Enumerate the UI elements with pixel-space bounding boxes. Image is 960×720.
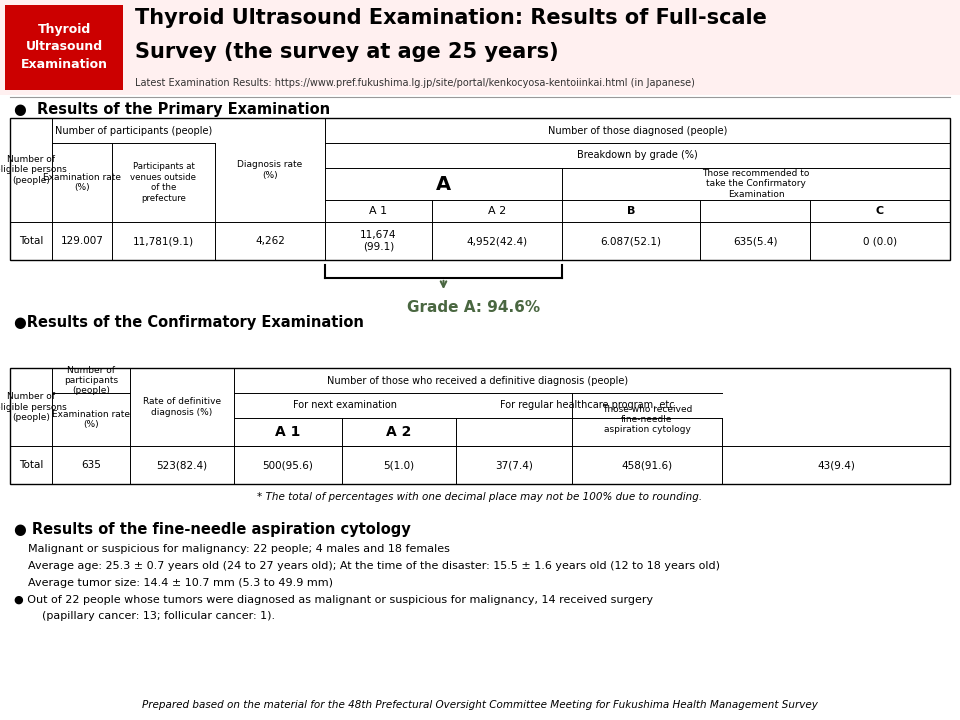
Bar: [10, 368, 950, 484]
Text: 129.007: 129.007: [60, 236, 104, 246]
Text: Average age: 25.3 ± 0.7 years old (24 to 27 years old); At the time of the disas: Average age: 25.3 ± 0.7 years old (24 to…: [28, 561, 720, 571]
Text: Number of those diagnosed (people): Number of those diagnosed (people): [548, 125, 727, 135]
Text: Diagnosis rate
(%): Diagnosis rate (%): [237, 161, 302, 180]
Text: 523(82.4): 523(82.4): [156, 460, 207, 470]
Text: Latest Examination Results: https://www.pref.fukushima.lg.jp/site/portal/kenkocy: Latest Examination Results: https://www.…: [135, 78, 695, 88]
Text: ●  Results of the Primary Examination: ● Results of the Primary Examination: [14, 102, 330, 117]
Text: (papillary cancer: 13; follicular cancer: 1).: (papillary cancer: 13; follicular cancer…: [28, 611, 276, 621]
Text: For regular healthcare program, etc.: For regular healthcare program, etc.: [500, 400, 678, 410]
Text: Average tumor size: 14.4 ± 10.7 mm (5.3 to 49.9 mm): Average tumor size: 14.4 ± 10.7 mm (5.3 …: [28, 578, 333, 588]
Text: ●Results of the Confirmatory Examination: ●Results of the Confirmatory Examination: [14, 315, 364, 330]
Text: A: A: [436, 174, 451, 194]
Text: 635: 635: [81, 460, 101, 470]
Text: 6.087(52.1): 6.087(52.1): [601, 236, 661, 246]
Bar: [10, 118, 950, 260]
Text: 4,262: 4,262: [255, 236, 285, 246]
Text: Number of
eligible persons
(people): Number of eligible persons (people): [0, 155, 67, 185]
Text: 0 (0.0): 0 (0.0): [863, 236, 897, 246]
Text: 5(1.0): 5(1.0): [383, 460, 415, 470]
Text: Thyroid Ultrasound Examination: Results of Full-scale: Thyroid Ultrasound Examination: Results …: [135, 8, 767, 28]
Text: B: B: [627, 206, 636, 216]
Text: Examination rate
(%): Examination rate (%): [43, 173, 121, 192]
Text: 43(9.4): 43(9.4): [817, 460, 855, 470]
Text: Those recommended to
take the Confirmatory
Examination: Those recommended to take the Confirmato…: [703, 169, 809, 199]
Text: 635(5.4): 635(5.4): [732, 236, 778, 246]
Text: Number of those who received a definitive diagnosis (people): Number of those who received a definitiv…: [327, 376, 629, 385]
Text: Grade A: 94.6%: Grade A: 94.6%: [407, 300, 540, 315]
Text: 458(91.6): 458(91.6): [621, 460, 673, 470]
Text: 11,674
(99.1): 11,674 (99.1): [360, 230, 396, 252]
Text: ● Out of 22 people whose tumors were diagnosed as malignant or suspicious for ma: ● Out of 22 people whose tumors were dia…: [14, 595, 653, 605]
Text: * The total of percentages with one decimal place may not be 100% due to roundin: * The total of percentages with one deci…: [257, 492, 703, 502]
Text: Rate of definitive
diagnosis (%): Rate of definitive diagnosis (%): [143, 397, 221, 417]
Text: Examination rate
(%): Examination rate (%): [52, 410, 130, 429]
Text: Thyroid
Ultrasound
Examination: Thyroid Ultrasound Examination: [20, 22, 108, 71]
Text: Breakdown by grade (%): Breakdown by grade (%): [577, 150, 698, 161]
Text: Those who received
fine-needle
aspiration cytology: Those who received fine-needle aspiratio…: [602, 405, 692, 434]
Text: 4,952(42.4): 4,952(42.4): [467, 236, 528, 246]
Text: Total: Total: [19, 236, 43, 246]
Text: Participants at
venues outside
of the
prefecture: Participants at venues outside of the pr…: [131, 163, 197, 202]
Text: Malignant or suspicious for malignancy: 22 people; 4 males and 18 females: Malignant or suspicious for malignancy: …: [28, 544, 450, 554]
Text: 37(7.4): 37(7.4): [495, 460, 533, 470]
Text: A 1: A 1: [370, 206, 388, 216]
Text: Number of
eligible persons
(people): Number of eligible persons (people): [0, 392, 67, 422]
Bar: [5, 5, 123, 90]
Text: Survey (the survey at age 25 years): Survey (the survey at age 25 years): [135, 42, 559, 62]
Text: A 2: A 2: [488, 206, 506, 216]
Text: ● Results of the fine-needle aspiration cytology: ● Results of the fine-needle aspiration …: [14, 522, 411, 537]
Bar: [0, 0, 960, 95]
Text: Number of
participants
(people): Number of participants (people): [64, 366, 118, 395]
Text: Number of participants (people): Number of participants (people): [55, 125, 212, 135]
Text: C: C: [876, 206, 884, 216]
Text: A 1: A 1: [276, 425, 300, 439]
Text: 500(95.6): 500(95.6): [263, 460, 313, 470]
Text: 11,781(9.1): 11,781(9.1): [132, 236, 194, 246]
Text: Total: Total: [19, 460, 43, 470]
Text: Prepared based on the material for the 48th Prefectural Oversight Committee Meet: Prepared based on the material for the 4…: [142, 700, 818, 710]
Text: For next examination: For next examination: [293, 400, 397, 410]
Text: A 2: A 2: [386, 425, 412, 439]
